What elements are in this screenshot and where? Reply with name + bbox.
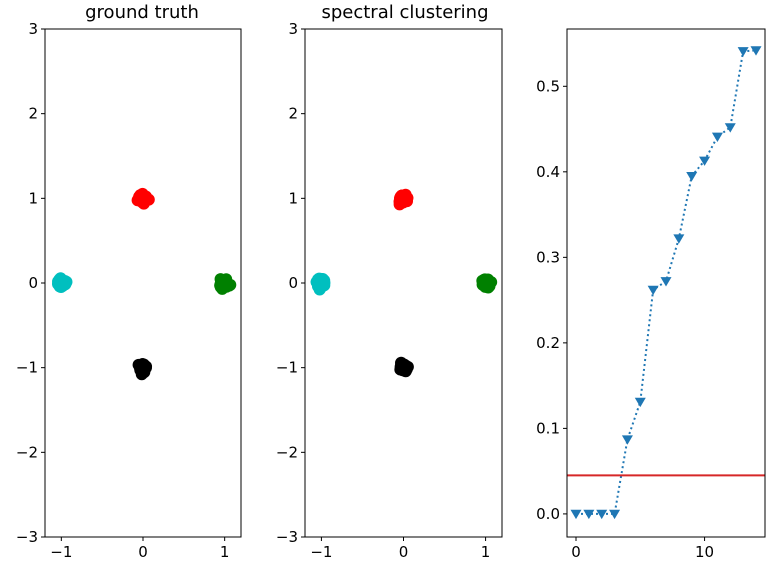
x-tick-label: 0 (138, 543, 148, 561)
y-tick-label: 0.0 (536, 505, 560, 523)
eigenvalue-marker (634, 397, 646, 408)
y-tick-label: 3 (288, 20, 298, 38)
y-tick-label: 0.3 (536, 248, 560, 266)
y-tick-label: 0.1 (536, 419, 560, 437)
eigenvalue-marker (570, 509, 582, 520)
y-tick-label: 0.4 (536, 163, 560, 181)
x-tick-label: 1 (220, 543, 230, 561)
eigenvalue-marker (647, 285, 659, 296)
eigenvalue-marker (750, 46, 762, 56)
cluster-0 (131, 187, 155, 210)
ground-truth-frame (44, 28, 242, 538)
eigenvalue-marker (583, 509, 595, 520)
scatter-point (56, 280, 69, 293)
x-tick-label: 1 (481, 543, 491, 561)
eigenvalue-marker (699, 156, 711, 166)
ground-truth-title: ground truth (85, 2, 199, 23)
cluster-3 (132, 358, 153, 381)
y-tick-label: 2 (288, 105, 298, 123)
eigenvalue-marker (596, 509, 608, 520)
cluster-2 (214, 273, 237, 295)
y-tick-label: −2 (16, 443, 38, 461)
y-tick-label: −3 (276, 528, 298, 546)
eigenvalue-marker (609, 509, 621, 520)
x-tick-label: 0 (399, 543, 409, 561)
cluster-1 (310, 272, 331, 296)
ground-truth-axes: ground truth −1 0 1 −3 −2 −1 0 1 2 3 (16, 2, 242, 561)
y-tick-label: 3 (28, 20, 38, 38)
y-tick-label: 0.2 (536, 334, 560, 352)
y-tick-label: 0.5 (536, 77, 560, 95)
eigenvalue-marker (621, 435, 633, 445)
eigenvalue-marker (660, 277, 672, 287)
y-tick-label: −1 (16, 359, 38, 377)
eigenvalue-marker (724, 123, 736, 133)
x-tick-label: −1 (310, 543, 332, 561)
scatter-point (397, 364, 410, 377)
x-tick-label: 0 (571, 543, 581, 561)
cluster-3 (394, 356, 414, 378)
spectral-clustering-title: spectral clustering (321, 2, 488, 23)
cluster-2 (476, 273, 498, 294)
spectral-clustering-axes: spectral clustering −1 0 1 −3 −2 −1 0 1 2 3 (276, 2, 503, 561)
scatter-point (476, 278, 489, 291)
y-tick-label: 0 (288, 274, 298, 292)
y-tick-label: 1 (28, 189, 38, 207)
eigenvalue-marker (673, 234, 685, 244)
cluster-1 (51, 272, 73, 293)
y-tick-label: −1 (276, 359, 298, 377)
eigenvalue-marker (711, 132, 723, 142)
x-tick-label: −1 (50, 543, 72, 561)
scatter-point (220, 273, 233, 286)
eigenvalue-marker (686, 171, 698, 182)
y-tick-label: 2 (28, 105, 38, 123)
y-tick-label: 0 (28, 274, 38, 292)
cluster-0 (393, 188, 414, 211)
scatter-point (135, 360, 148, 373)
x-tick-label: 10 (695, 543, 714, 561)
scatter-point (136, 187, 149, 200)
scatter-point (393, 192, 406, 205)
eigenvalue-marker (737, 47, 749, 57)
eigengap-frame (566, 28, 766, 538)
y-tick-label: −3 (16, 528, 38, 546)
y-tick-label: 1 (288, 189, 298, 207)
y-tick-label: −2 (276, 443, 298, 461)
spectral-clustering-frame (304, 28, 503, 538)
eigengap-axes: 0 10 0.0 0.1 0.2 0.3 0.4 0.5 (536, 28, 766, 561)
scatter-point (315, 276, 328, 289)
